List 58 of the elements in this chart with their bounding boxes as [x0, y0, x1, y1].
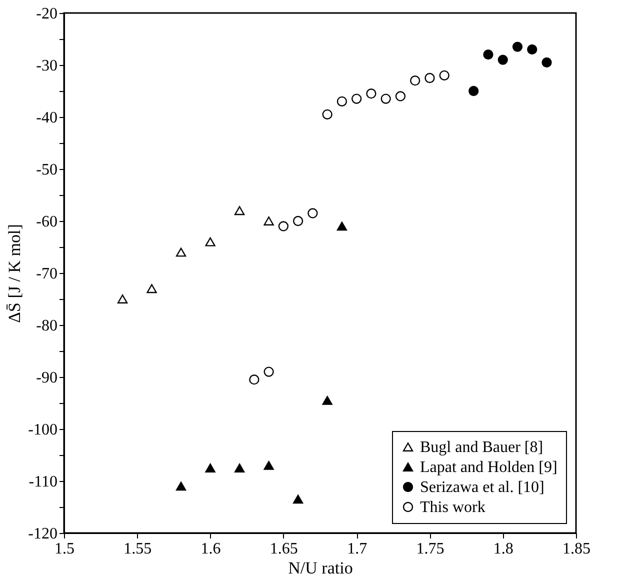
- point: [424, 72, 435, 84]
- legend-label: Lapat and Holden [9]: [420, 459, 558, 476]
- x-tick-label: 1.7: [347, 540, 368, 558]
- point: [249, 374, 260, 385]
- point: [278, 221, 288, 232]
- y-axis-title: ΔS̄ [J / K mol]: [5, 224, 24, 323]
- point: [380, 94, 391, 104]
- point: [410, 76, 420, 86]
- y-tick-label: -100: [28, 422, 58, 438]
- point: [498, 54, 508, 65]
- point: [176, 482, 186, 491]
- y-tick-label: -60: [36, 214, 58, 230]
- point: [205, 464, 216, 472]
- point: [322, 396, 332, 405]
- x-axis-title: N/U ratio: [288, 558, 353, 578]
- y-tick-label: -110: [28, 474, 58, 490]
- point: [483, 50, 494, 60]
- point: [527, 44, 538, 54]
- x-tick-label: 1.6: [200, 540, 221, 558]
- point: [308, 208, 318, 218]
- x-tick-label: 1.75: [416, 540, 444, 558]
- x-tick-label: 1.55: [124, 540, 152, 558]
- y-tick-label: -40: [36, 110, 58, 126]
- y-tick-label: -50: [36, 162, 58, 178]
- x-tick-label: 1.65: [270, 540, 298, 558]
- y-tick-label: -30: [36, 58, 58, 74]
- point: [336, 96, 348, 106]
- y-tick-label: -80: [36, 318, 58, 334]
- x-tick-label: 1.5: [54, 540, 74, 558]
- x-tick-label: 1.8: [493, 540, 514, 558]
- point: [512, 42, 523, 52]
- legend-label: Bugl and Bauer [8]: [420, 439, 544, 456]
- point: [264, 460, 274, 470]
- point: [264, 366, 274, 377]
- point: [146, 284, 157, 294]
- point: [352, 94, 362, 104]
- x-tick-label: 1.85: [562, 540, 590, 558]
- y-tick-label: -120: [28, 526, 58, 542]
- legend-label: Serizawa et al. [10]: [420, 479, 544, 496]
- point: [439, 70, 450, 80]
- legend-label: This work: [420, 499, 486, 516]
- point: [292, 216, 304, 226]
- point: [542, 57, 552, 68]
- y-tick-label: -90: [36, 370, 58, 386]
- point: [205, 237, 216, 246]
- point: [234, 464, 245, 472]
- y-tick-label: -70: [36, 266, 58, 282]
- point: [336, 222, 348, 231]
- y-tick-label: -20: [36, 6, 58, 22]
- point: [395, 91, 406, 102]
- point: [117, 294, 128, 304]
- point: [264, 216, 274, 226]
- point: [176, 248, 186, 257]
- point: [468, 86, 479, 96]
- point: [292, 494, 304, 504]
- point: [322, 109, 332, 120]
- point: [366, 88, 376, 99]
- point: [234, 206, 245, 216]
